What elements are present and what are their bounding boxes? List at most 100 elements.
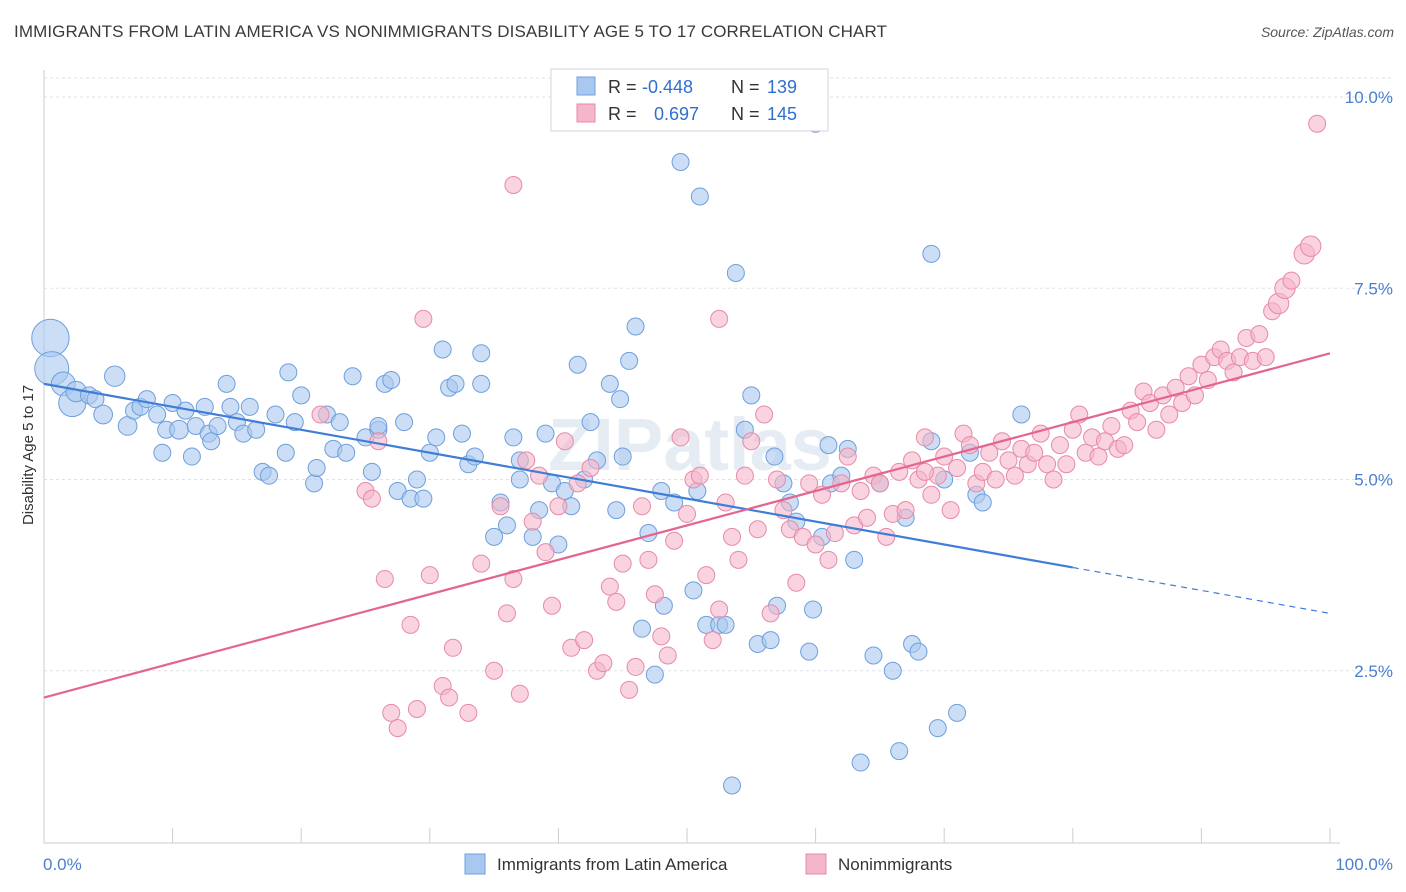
data-point xyxy=(307,459,326,478)
data-point xyxy=(710,309,729,328)
data-point xyxy=(497,604,516,623)
data-point xyxy=(182,447,201,466)
data-point xyxy=(761,631,780,650)
data-point xyxy=(703,631,722,650)
trend-line xyxy=(43,352,1331,699)
data-point xyxy=(600,577,619,596)
data-point xyxy=(337,443,356,462)
data-point xyxy=(311,405,330,424)
data-point xyxy=(202,432,221,451)
data-point xyxy=(472,344,491,363)
data-point xyxy=(594,654,613,673)
data-point xyxy=(472,554,491,573)
data-point xyxy=(343,367,362,386)
data-point xyxy=(620,680,639,699)
data-point xyxy=(510,684,529,703)
data-point xyxy=(1089,447,1108,466)
data-point xyxy=(581,413,600,432)
data-point xyxy=(536,424,555,443)
data-point xyxy=(523,512,542,531)
data-point xyxy=(369,416,388,435)
data-point xyxy=(260,466,279,485)
data-point xyxy=(414,489,433,508)
data-point xyxy=(330,413,349,432)
data-point xyxy=(626,657,645,676)
data-point xyxy=(407,470,426,489)
data-point xyxy=(726,263,745,282)
y-axis-label: Disability Age 5 to 17 xyxy=(20,385,37,525)
data-point xyxy=(382,703,401,722)
legend-r-label: R = xyxy=(608,77,637,97)
data-point xyxy=(845,550,864,569)
data-point xyxy=(485,527,504,546)
axes xyxy=(43,70,1340,844)
data-point xyxy=(645,585,664,604)
data-point xyxy=(723,527,742,546)
correlation-legend: R = -0.448 N = 139 R = 0.697 N = 145 xyxy=(550,68,829,132)
data-point xyxy=(768,470,787,489)
data-point xyxy=(1147,420,1166,439)
data-point xyxy=(536,543,555,562)
data-point xyxy=(922,485,941,504)
data-point xyxy=(922,244,941,263)
data-point xyxy=(1005,466,1024,485)
data-point xyxy=(169,419,189,440)
data-point xyxy=(909,642,928,661)
x-tick-label: 0.0% xyxy=(43,855,82,874)
data-point xyxy=(1224,363,1243,382)
data-point xyxy=(1025,443,1044,462)
data-point xyxy=(948,459,967,478)
data-point xyxy=(626,317,645,336)
data-point xyxy=(401,615,420,634)
data-point xyxy=(639,550,658,569)
data-point xyxy=(716,615,735,634)
data-point xyxy=(690,187,709,206)
data-point xyxy=(221,397,240,416)
data-point xyxy=(607,501,626,520)
data-point xyxy=(153,443,172,462)
y-tick-label: 2.5% xyxy=(1354,662,1393,681)
data-point xyxy=(362,462,381,481)
legend-n-value: 139 xyxy=(767,77,797,97)
data-point xyxy=(1102,416,1121,435)
data-point xyxy=(851,481,870,500)
data-point xyxy=(800,642,819,661)
data-point xyxy=(581,459,600,478)
data-point xyxy=(716,493,735,512)
legend-r-value: -0.448 xyxy=(642,77,693,97)
data-point xyxy=(765,447,784,466)
data-point xyxy=(1031,424,1050,443)
data-point xyxy=(671,428,690,447)
data-point xyxy=(600,374,619,393)
data-point xyxy=(491,497,510,516)
data-point xyxy=(723,776,742,795)
legend-r-value: 0.697 xyxy=(654,104,699,124)
data-point xyxy=(742,432,761,451)
data-point xyxy=(729,550,748,569)
data-point xyxy=(433,340,452,359)
data-point xyxy=(452,424,471,443)
legend-label-immigrants: Immigrants from Latin America xyxy=(497,855,728,874)
data-point xyxy=(684,581,703,600)
data-point xyxy=(735,466,754,485)
legend-r-label: R = xyxy=(608,104,637,124)
data-point xyxy=(414,309,433,328)
data-point xyxy=(575,631,594,650)
data-point xyxy=(858,508,877,527)
legend-swatch-blue xyxy=(576,76,596,96)
legend-swatch-nonimmigrants xyxy=(805,853,827,875)
data-point xyxy=(665,531,684,550)
y-tick-label: 5.0% xyxy=(1354,471,1393,490)
data-point xyxy=(459,703,478,722)
data-point xyxy=(748,520,767,539)
data-point xyxy=(305,474,324,493)
data-point xyxy=(613,447,632,466)
data-point xyxy=(658,646,677,665)
legend-swatch-immigrants xyxy=(464,853,486,875)
legend-swatch-pink xyxy=(576,103,596,123)
data-point xyxy=(504,175,523,194)
data-point xyxy=(787,573,806,592)
data-point xyxy=(555,432,574,451)
data-point xyxy=(941,501,960,520)
data-point xyxy=(279,363,298,382)
